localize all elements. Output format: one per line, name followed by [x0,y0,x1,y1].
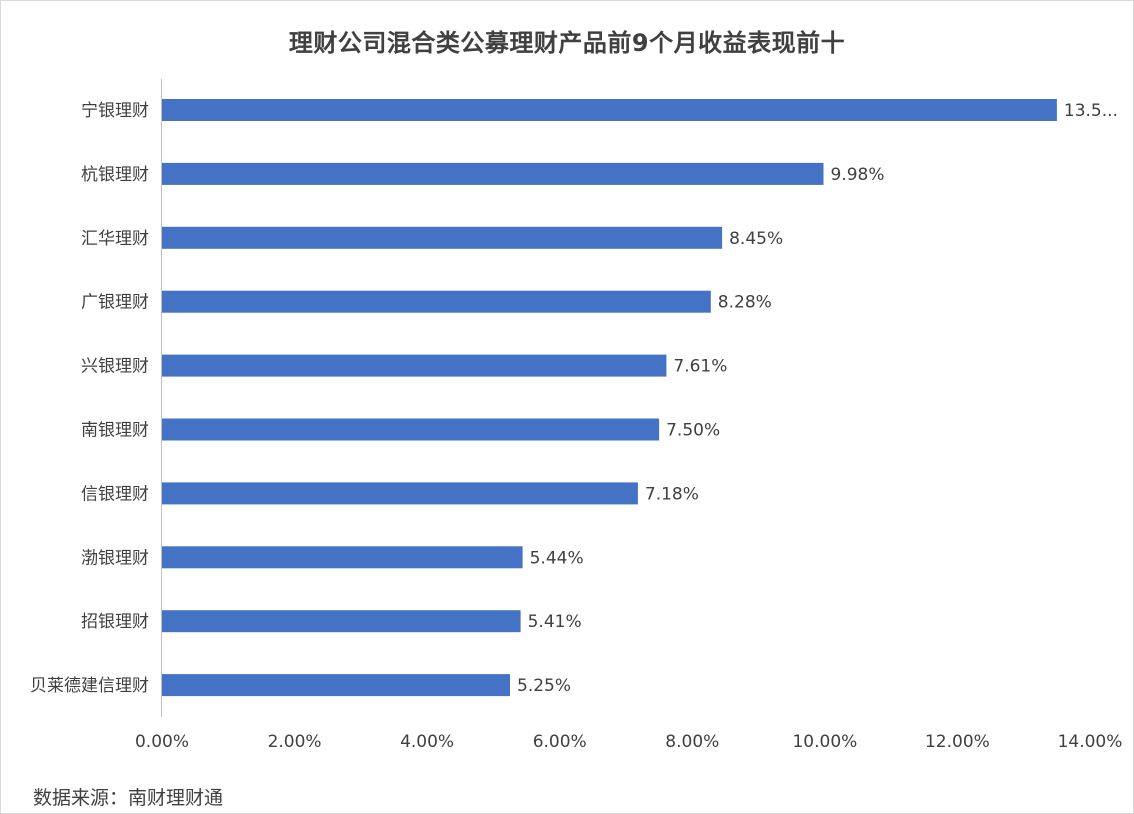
category-label: 信银理财 [81,484,149,504]
value-label: 13.5... [1064,101,1118,121]
bar [162,226,723,249]
x-tick-label: 10.00% [792,732,857,752]
bar [162,674,510,697]
bar [162,610,521,633]
bar [162,290,711,313]
category-label: 渤银理财 [81,548,149,568]
value-label: 7.18% [645,484,699,504]
bar [162,482,638,505]
value-label: 5.44% [530,548,584,568]
category-label: 汇华理财 [81,229,149,249]
bars-group [162,99,1057,697]
chart-title: 理财公司混合类公募理财产品前9个月收益表现前十 [288,29,846,57]
x-tick-label: 4.00% [400,732,454,752]
value-label: 8.45% [729,229,783,249]
bar [162,546,523,569]
value-labels-group: 13.5... 9.98% 8.45% 8.28% 7.61% 7.50% 7.18% 5.4… [517,101,1118,696]
bar [162,162,824,185]
bar [162,354,667,377]
value-label: 5.25% [517,676,571,696]
value-label: 9.98% [831,165,885,185]
x-tick-label: 14.00% [1058,732,1123,752]
category-labels-group: 宁银理财杭银理财汇华理财广银理财兴银理财南银理财信银理财渤银理财招银理财贝莱德建… [30,101,149,696]
category-label: 宁银理财 [81,101,149,121]
value-label: 7.61% [673,357,727,377]
x-tick-label: 6.00% [533,732,587,752]
bar [162,99,1057,121]
x-tick-label: 12.00% [925,732,990,752]
x-tick-labels-group: 0.00% 2.00% 4.00% 6.00% 8.00% 10.00% 12.00% 14.… [135,732,1122,752]
category-label: 招银理财 [81,612,149,632]
category-label: 贝莱德建信理财 [30,676,149,696]
bar [162,418,660,441]
x-tick-label: 2.00% [268,732,322,752]
category-label: 兴银理财 [81,357,149,377]
x-tick-label: 0.00% [135,732,189,752]
category-label: 南银理财 [81,421,149,441]
x-tick-label: 8.00% [665,732,719,752]
category-label: 杭银理财 [81,165,149,185]
value-label: 5.41% [528,612,582,632]
source-note: 数据来源：南财理财通 [33,787,224,809]
value-label: 8.28% [718,293,772,313]
value-label: 7.50% [666,421,720,441]
category-label: 广银理财 [81,293,149,313]
